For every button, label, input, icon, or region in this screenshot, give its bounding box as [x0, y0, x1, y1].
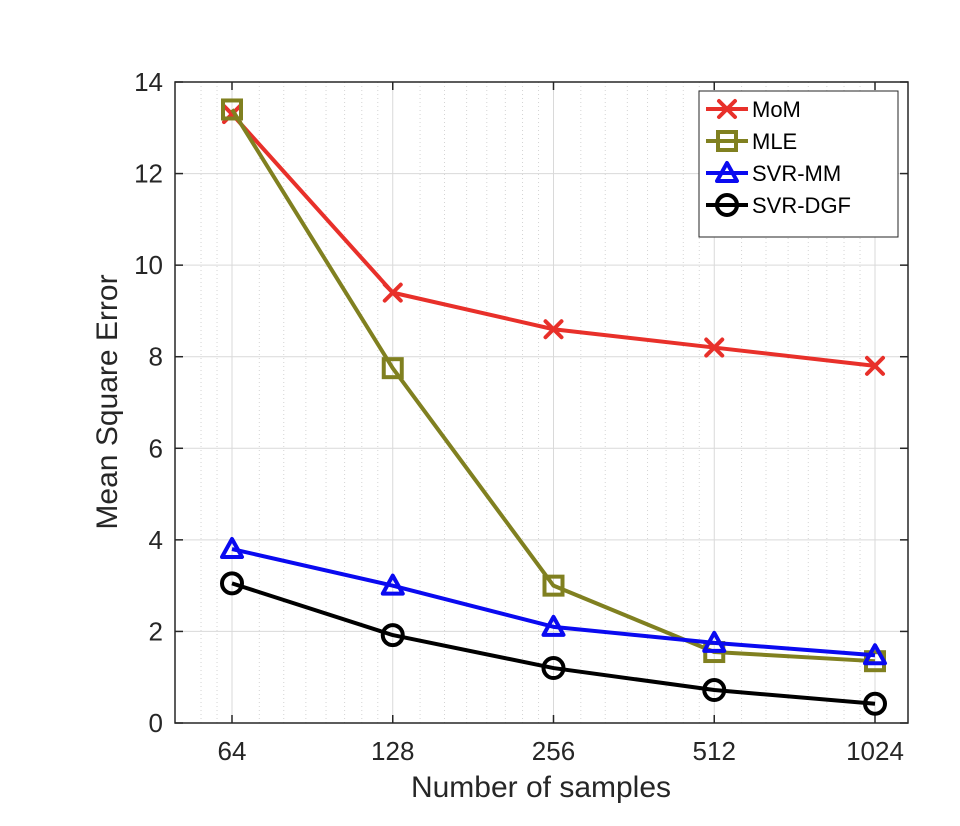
- data-point-mom-stroke: [543, 319, 564, 340]
- y-tick-label: 14: [134, 67, 163, 97]
- data-point-mom: [865, 355, 885, 376]
- data-point-svr-dgf: [702, 678, 727, 703]
- series: [220, 98, 887, 716]
- x-tick-label: 256: [532, 736, 575, 766]
- series-line-mle: [230, 108, 876, 664]
- legend-item-svr-dgf: SVR-DGF: [706, 193, 851, 218]
- y-tick-label: 8: [149, 342, 163, 372]
- series-svr-mm: [220, 537, 887, 666]
- data-point-mom-stroke: [865, 355, 885, 376]
- data-point-svr-dgf: [380, 623, 405, 648]
- legend-marker-mom-stroke: [717, 99, 737, 119]
- y-tick-label: 12: [134, 159, 163, 189]
- x-tick-label: 512: [693, 736, 736, 766]
- data-point-svr-mm: [380, 573, 405, 596]
- y-tick-label: 0: [149, 708, 163, 738]
- data-point-mle: [542, 574, 565, 597]
- data-point-mom: [543, 319, 564, 340]
- x-tick-label: 128: [371, 736, 414, 766]
- y-axis-title: Mean Square Error: [91, 274, 124, 529]
- data-point-svr-mm: [702, 630, 727, 653]
- data-point-mom-stroke: [382, 282, 403, 303]
- data-point-mom: [382, 282, 403, 303]
- legend-label-svr-mm: SVR-MM: [752, 161, 841, 186]
- data-point-mom: [704, 337, 725, 358]
- legend-item-svr-mm: SVR-MM: [706, 161, 841, 186]
- grid: [175, 82, 908, 723]
- axis-ticks: 0 2 4 6 8 10 12 14 64 128 256 512 1024: [134, 67, 908, 766]
- y-tick-label: 2: [149, 616, 163, 646]
- legend: MoM MLE SVR-MM SVR-DGF: [698, 90, 899, 238]
- legend-label-svr-dgf: SVR-DGF: [752, 193, 851, 218]
- legend-label-mle: MLE: [752, 129, 797, 154]
- legend-marker-mle: [716, 130, 738, 152]
- data-point-svr-mm: [863, 643, 887, 666]
- data-point-svr-dgf: [220, 571, 244, 596]
- data-point-mle: [221, 98, 243, 121]
- legend-marker-svr-dgf: [715, 193, 739, 217]
- x-tick-label: 64: [218, 736, 247, 766]
- data-point-mom-stroke: [704, 337, 725, 358]
- series-line-svr-dgf: [231, 581, 876, 706]
- data-point-svr-mm: [541, 614, 566, 637]
- legend-item-mom: MoM: [706, 97, 801, 122]
- y-tick-label: 6: [149, 433, 163, 463]
- series-svr-dgf: [220, 571, 887, 716]
- data-point-svr-mm: [220, 537, 244, 560]
- legend-label-mom: MoM: [752, 97, 801, 122]
- data-point-svr-dgf: [863, 691, 887, 716]
- x-axis-title: Number of samples: [411, 771, 671, 804]
- series-mom: [222, 104, 885, 376]
- legend-marker-mom: [717, 99, 737, 119]
- series-line-svr-mm: [231, 547, 876, 658]
- data-point-mle: [381, 357, 404, 380]
- data-point-svr-dgf: [541, 656, 566, 681]
- x-tick-label: 1024: [846, 736, 904, 766]
- y-tick-label: 10: [134, 250, 163, 280]
- legend-marker-svr-mm: [715, 161, 739, 183]
- y-tick-label: 4: [149, 525, 163, 555]
- legend-item-mle: MLE: [706, 129, 797, 154]
- plot-frame: [174, 81, 909, 724]
